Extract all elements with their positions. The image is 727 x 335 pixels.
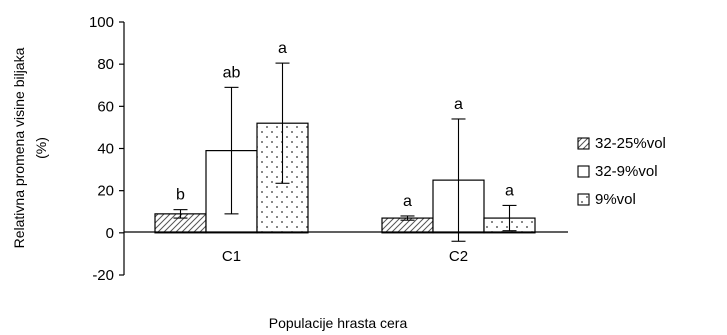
legend: 32-25%vol 32-9%vol 9%vol	[577, 135, 666, 208]
category-labels: C1 C2	[222, 248, 468, 265]
category-label: C1	[222, 248, 241, 265]
y-axis-title-line-1: Relativna promena visine biljaka	[11, 47, 27, 248]
legend-swatch	[577, 193, 590, 206]
legend-label: 9%vol	[595, 191, 636, 208]
category-label: C2	[449, 248, 468, 265]
y-axis-title-line-2: (%)	[33, 137, 49, 159]
y-axis-ticks: -20 0 20 40 60 80 100	[89, 14, 124, 284]
y-tick-label: 0	[106, 225, 114, 242]
y-axis-title: Relativna promena visine biljaka (%)	[11, 47, 49, 248]
significance-label: a	[454, 96, 463, 113]
legend-swatch	[577, 137, 590, 150]
significance-label: a	[278, 40, 287, 57]
y-tick-label: 80	[97, 56, 114, 73]
legend-label: 32-25%vol	[595, 135, 666, 152]
x-axis-title: Populacije hrasta cera	[269, 315, 408, 331]
legend-swatch	[577, 165, 590, 178]
y-tick-label: 100	[89, 14, 114, 31]
significance-label: a	[505, 182, 514, 199]
y-tick-label: -20	[92, 267, 114, 284]
significance-label: b	[176, 187, 185, 204]
axes	[123, 22, 568, 275]
y-tick-label: 20	[97, 183, 114, 200]
legend-label: 32-9%vol	[595, 163, 658, 180]
significance-label: ab	[223, 64, 241, 81]
y-tick-label: 60	[97, 98, 114, 115]
significance-label: a	[403, 193, 412, 210]
bars: b ab a a a a	[154, 40, 536, 242]
y-tick-label: 40	[97, 141, 114, 158]
